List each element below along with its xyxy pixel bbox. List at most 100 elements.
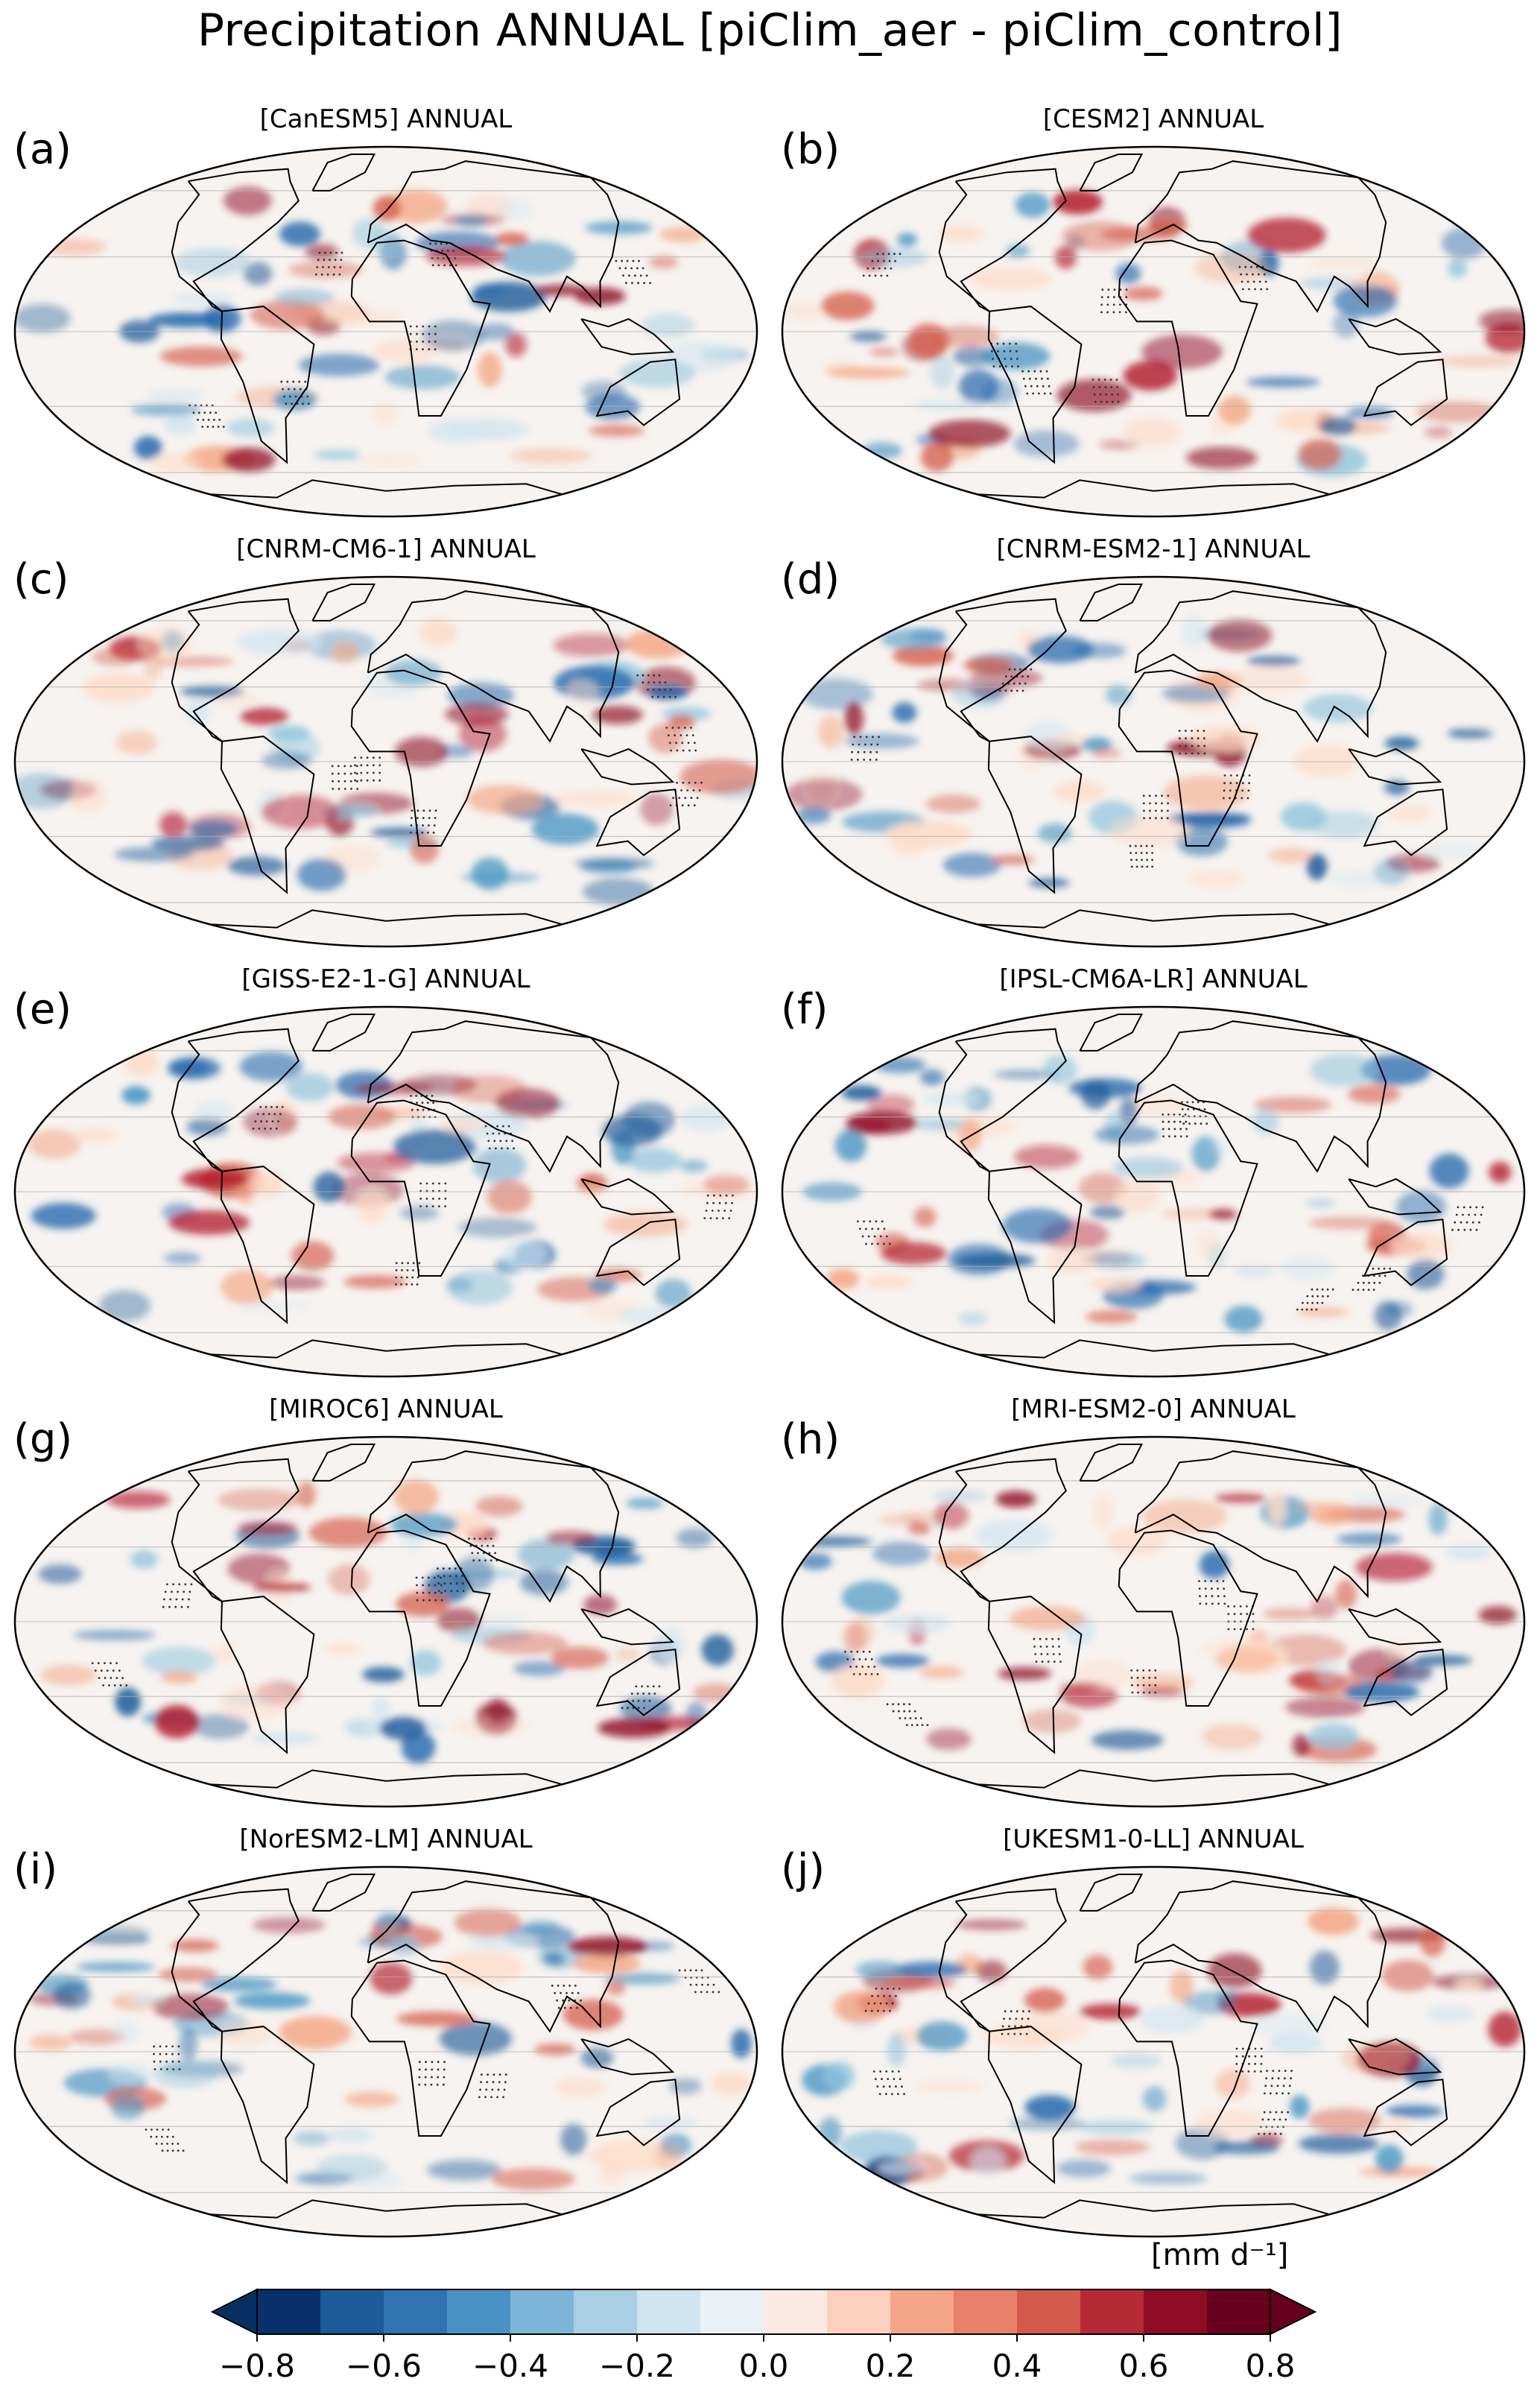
map-border [781, 1865, 1526, 2238]
anomaly-field [802, 1907, 1521, 2188]
anomaly-field [28, 1047, 757, 1326]
map-panel: [IPSL-CM6A-LR] ANNUAL (f) [781, 964, 1526, 1393]
precipitation-map [13, 575, 758, 948]
colorbar-bin [954, 2289, 1018, 2334]
anomaly-field [802, 1053, 1512, 1333]
significance-stippling [850, 668, 1251, 868]
coastlines [938, 154, 1448, 499]
panel-title: [UKESM1-0-LL] ANNUAL [1003, 1824, 1304, 1854]
map-border [781, 1005, 1526, 1378]
colorbar-bin [827, 2289, 891, 2334]
colorbar-bin [1017, 2289, 1081, 2334]
colorbar-bin [1144, 2289, 1208, 2334]
colorbar-tick-label: 0.6 [1118, 2348, 1169, 2384]
map-panel: [GISS-E2-1-G] ANNUAL (e) [13, 964, 758, 1393]
colorbar-tick-label: 0.4 [992, 2348, 1042, 2384]
coastlines [938, 1444, 1448, 1789]
precipitation-map [781, 145, 1526, 518]
map-border [13, 1435, 758, 1808]
significance-stippling [252, 1095, 734, 1286]
map-panel: [MRI-ESM2-0] ANNUAL (h) [781, 1394, 1526, 1823]
colorbar-bin [1207, 2289, 1271, 2334]
precipitation-map [781, 1005, 1526, 1378]
colorbar-bin [510, 2289, 574, 2334]
anomaly-field [15, 186, 750, 473]
map-border [781, 575, 1526, 948]
graticule [782, 190, 1524, 473]
precipitation-map [781, 575, 1526, 948]
precipitation-map [13, 1435, 758, 1808]
colorbar-tick-label: −0.6 [346, 2348, 422, 2384]
map-border [781, 145, 1526, 518]
map-panel: [MIROC6] ANNUAL (g) [13, 1394, 758, 1823]
panel-letter: (c) [13, 555, 69, 604]
colorbar-tick-label: −0.8 [219, 2348, 295, 2384]
panel-title: [NorESM2-LM] ANNUAL [239, 1824, 533, 1854]
significance-stippling [844, 1580, 1255, 1726]
map-panel: [CNRM-ESM2-1] ANNUAL (d) [781, 534, 1526, 963]
map-panel: [CanESM5] ANNUAL (a) [13, 104, 758, 533]
significance-stippling [145, 1969, 720, 2152]
colorbar-tick-label: 0.0 [738, 2348, 789, 2384]
colorbar-tick-label: −0.2 [599, 2348, 675, 2384]
colorbar-tick-label: 0.8 [1245, 2348, 1296, 2384]
panel-title: [CNRM-ESM2-1] ANNUAL [996, 534, 1311, 564]
colorbar-units: [mm d⁻¹] [1151, 2238, 1289, 2272]
graticule [782, 1910, 1524, 2193]
anomaly-field [785, 189, 1524, 477]
coastlines [938, 1874, 1448, 2219]
colorbar-bin [890, 2289, 954, 2334]
coastlines [938, 1014, 1448, 1359]
panel-title: [MRI-ESM2-0] ANNUAL [1011, 1394, 1296, 1424]
panel-title: [CanESM5] ANNUAL [259, 104, 513, 134]
anomaly-field [793, 1491, 1517, 1762]
significance-stippling [862, 253, 1269, 403]
anomaly-field [38, 1479, 738, 1764]
colorbar-bin [257, 2289, 321, 2334]
panel-letter: (e) [13, 985, 72, 1034]
panel-letter: (a) [13, 125, 72, 174]
map-panel: [CESM2] ANNUAL (b) [781, 104, 1526, 533]
panel-title: [GISS-E2-1-G] ANNUAL [241, 964, 530, 994]
panel-letter: (i) [13, 1845, 58, 1894]
coastlines [171, 1444, 681, 1789]
panel-letter: (f) [781, 985, 828, 1034]
map-border [13, 1865, 758, 2238]
panel-title: [CESM2] ANNUAL [1042, 104, 1264, 134]
significance-stippling [857, 1101, 1484, 1311]
map-panel: [CNRM-CM6-1] ANNUAL (c) [13, 534, 758, 963]
map-border [13, 1005, 758, 1378]
colorbar-bin [384, 2289, 448, 2334]
precipitation-map [13, 1865, 758, 2238]
coastlines [171, 584, 681, 929]
anomaly-field [15, 619, 757, 906]
precipitation-map [781, 1865, 1526, 2238]
panel-letter: (d) [781, 555, 840, 604]
precipitation-map [781, 1435, 1526, 1808]
coastlines [171, 1874, 681, 2219]
coastlines [171, 1014, 681, 1359]
significance-stippling [188, 242, 651, 428]
panel-letter: (j) [781, 1845, 826, 1894]
colorbar-bin [320, 2289, 384, 2334]
colorbar-bin [447, 2289, 511, 2334]
coastlines [171, 154, 681, 499]
coastlines [938, 584, 1448, 929]
panel-title: [IPSL-CM6A-LR] ANNUAL [999, 964, 1308, 994]
precipitation-map [13, 1005, 758, 1378]
colorbar-extend-high [1270, 2288, 1317, 2336]
colorbar-bin [574, 2289, 638, 2334]
map-border [781, 1435, 1526, 1808]
panel-title: [MIROC6] ANNUAL [269, 1394, 503, 1424]
colorbar-svg [210, 2288, 1317, 2342]
significance-stippling [864, 1988, 1293, 2135]
map-border [13, 145, 758, 518]
panel-letter: (g) [13, 1415, 73, 1464]
panel-title: [CNRM-CM6-1] ANNUAL [236, 534, 536, 564]
precipitation-map [13, 145, 758, 518]
colorbar-bin [764, 2289, 828, 2334]
figure-title: Precipitation ANNUAL [piClim_aer - piCli… [197, 4, 1343, 57]
colorbar-extend-low [210, 2288, 258, 2336]
panel-letter: (b) [781, 125, 840, 174]
colorbar-bin [637, 2289, 701, 2334]
